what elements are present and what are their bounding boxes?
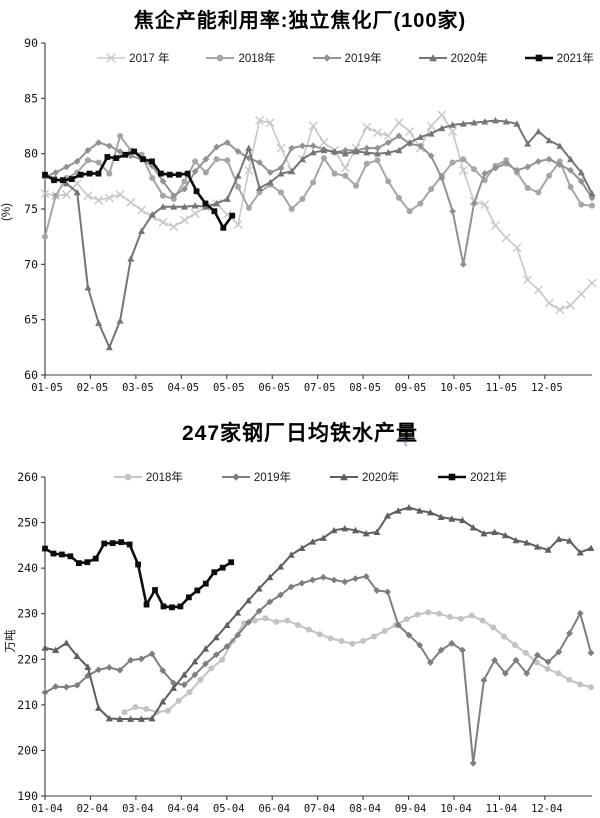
chart-1-x-tick-label: 02-05: [77, 382, 109, 394]
legend-label: 2017 年: [129, 53, 170, 65]
chart-2-series-2020年: [41, 504, 595, 722]
chart-2-x-tick-label: 02-04: [77, 803, 109, 815]
chart-2-y-axis-label: 万吨: [4, 629, 17, 652]
chart-1-y-tick-label: 85: [24, 91, 38, 105]
chart-2-x-tick-label: 04-04: [168, 803, 200, 815]
chart-1-y-tick-label: 90: [24, 36, 38, 50]
diamond-marker-icon: [221, 473, 250, 481]
chart-2-y-tick-label: 210: [17, 698, 38, 712]
chart-2-x-tick-label: 10-04: [440, 803, 472, 815]
chart-2-series-2019年: [41, 572, 595, 767]
chart-2-y-tick-label: 190: [17, 789, 38, 803]
legend-item-2019年: 2019年: [221, 469, 291, 485]
chart-1-y-tick-label: 60: [24, 368, 38, 382]
chart-1-y-tick-label: 75: [24, 202, 38, 216]
chart-2-x-tick-label: 03-04: [122, 803, 154, 815]
chart-1-title: 焦企产能利用率:独立焦化厂(100家): [133, 10, 467, 32]
legend-item-2018年: 2018年: [205, 50, 276, 66]
circle-marker-icon: [206, 54, 235, 62]
legend-item-2019年: 2019年: [312, 50, 382, 66]
legend-label: 2018年: [145, 472, 183, 484]
chart-2-y-tick-label: 220: [17, 652, 38, 666]
square-marker-icon: [524, 54, 553, 62]
chart-1-x-tick-label: 03-05: [122, 382, 154, 394]
chart-2-y-tick-label: 250: [17, 516, 38, 530]
chart-1-legend: 2017 年 2018年 2019年 2020年 2021年: [45, 50, 600, 66]
chart-2-x-tick-label: 07-04: [304, 803, 336, 815]
chart-2-title: 247家钢厂日均铁水产量: [181, 422, 419, 445]
chart-2-x-tick-label: 08-04: [349, 803, 381, 815]
chart-2-y-tick-label: 230: [17, 607, 38, 621]
chart-1-x-tick-label: 12-05: [531, 382, 563, 394]
legend-label: 2020年: [450, 53, 488, 65]
legend-label: 2021年: [556, 53, 594, 65]
triangle-marker-icon: [418, 54, 447, 62]
chart-2-x-tick-label: 05-04: [213, 803, 245, 815]
chart-2-x-tick-label: 01-04: [31, 803, 63, 815]
legend-item-2021年: 2021年: [524, 50, 594, 66]
chart-1-x-tick-label: 07-05: [304, 382, 336, 394]
chart-1-series-2020年: [41, 116, 596, 351]
legend-label: 2018年: [238, 53, 276, 65]
chart-1-series-2021年: [42, 148, 236, 231]
chart-2-x-tick-label: 12-04: [531, 803, 563, 815]
legend-label: 2021年: [470, 472, 508, 484]
chart-2-x-tick-label: 11-04: [486, 803, 518, 815]
triangle-marker-icon: [330, 473, 358, 481]
chart-2-y-tick-label: 240: [17, 561, 38, 575]
legend-label: 2020年: [362, 472, 400, 484]
chart-1-plot: 60 65 70 75 80 85 90 01-05 02-05 03-05 04-05 05-05 0…: [1, 36, 597, 394]
chart-1-x-tick-label: 06-05: [258, 382, 290, 394]
chart-2-x-tick-label: 09-04: [395, 803, 427, 815]
legend-item-2020年: 2020年: [329, 469, 399, 485]
chart-2-y-tick-label: 200: [17, 743, 38, 757]
chart-1-y-axis-label: (%): [1, 203, 13, 221]
chart-2-y-tick-label: 260: [17, 470, 38, 484]
chart-1-x-tick-label: 09-05: [395, 382, 427, 394]
legend-item-2018年: 2018年: [113, 469, 183, 485]
chart-2-plot: 190 200 210 220 230 240 250 260 01-04 02-04 03-04 0…: [4, 470, 595, 815]
x-marker-icon: [97, 53, 126, 63]
title-artifact: 飞: [399, 438, 408, 448]
chart-2-series-2021年: [42, 539, 235, 611]
legend-item-2020年: 2020年: [418, 50, 488, 66]
chart-1-y-tick-label: 70: [24, 257, 38, 271]
chart-1-y-tick-label: 65: [24, 313, 38, 327]
chart-2-x-tick-label: 06-04: [258, 803, 290, 815]
square-marker-icon: [438, 473, 467, 481]
chart-1-y-tick-label: 80: [24, 147, 38, 161]
legend-label: 2019年: [344, 53, 382, 65]
legend-item-2021年: 2021年: [437, 469, 507, 485]
chart-1-x-tick-label: 08-05: [349, 382, 381, 394]
chart-2-series-2018年: [121, 609, 594, 716]
circle-marker-icon: [113, 473, 142, 481]
legend-label: 2019年: [253, 472, 291, 484]
diamond-marker-icon: [312, 54, 341, 62]
chart-1-x-tick-label: 11-05: [486, 382, 518, 394]
chart-2-legend: 2018年 2019年 2020年 2021年: [10, 469, 600, 485]
chart-1-x-tick-label: 01-05: [31, 382, 63, 394]
chart-1-x-tick-label: 10-05: [440, 382, 472, 394]
legend-item-2017年: 2017 年: [96, 50, 169, 66]
chart-1-x-tick-label: 05-05: [213, 382, 245, 394]
chart-1-series-2018年: [42, 132, 595, 240]
chart-1-x-tick-label: 04-05: [168, 382, 200, 394]
